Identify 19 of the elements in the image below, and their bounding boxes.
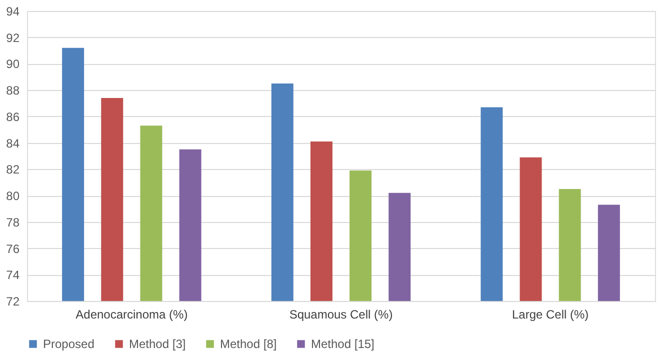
y-tick-label: 72 <box>6 294 20 308</box>
y-tick-label: 74 <box>6 268 20 282</box>
x-tick-label: Squamous Cell (%) <box>289 308 393 322</box>
y-tick-label: 94 <box>6 4 20 18</box>
y-tick-label: 80 <box>6 189 20 204</box>
y-tick-label: 82 <box>6 162 20 177</box>
legend-label: Method [15] <box>311 337 374 351</box>
y-tick-label: 92 <box>6 30 20 45</box>
legend-label: Method [3] <box>129 337 186 351</box>
y-tick-label: 90 <box>6 57 20 72</box>
x-tick-label: Adenocarcinoma (%) <box>76 308 188 322</box>
legend-label: Proposed <box>43 337 94 351</box>
y-tick-label: 78 <box>6 215 20 230</box>
y-tick-label: 76 <box>6 242 20 256</box>
x-tick-label: Large Cell (%) <box>512 308 589 322</box>
y-tick-label: 84 <box>6 136 20 150</box>
y-tick-label: 88 <box>6 84 20 98</box>
y-tick-label: 86 <box>6 110 20 124</box>
legend-label: Method [8] <box>220 337 277 351</box>
